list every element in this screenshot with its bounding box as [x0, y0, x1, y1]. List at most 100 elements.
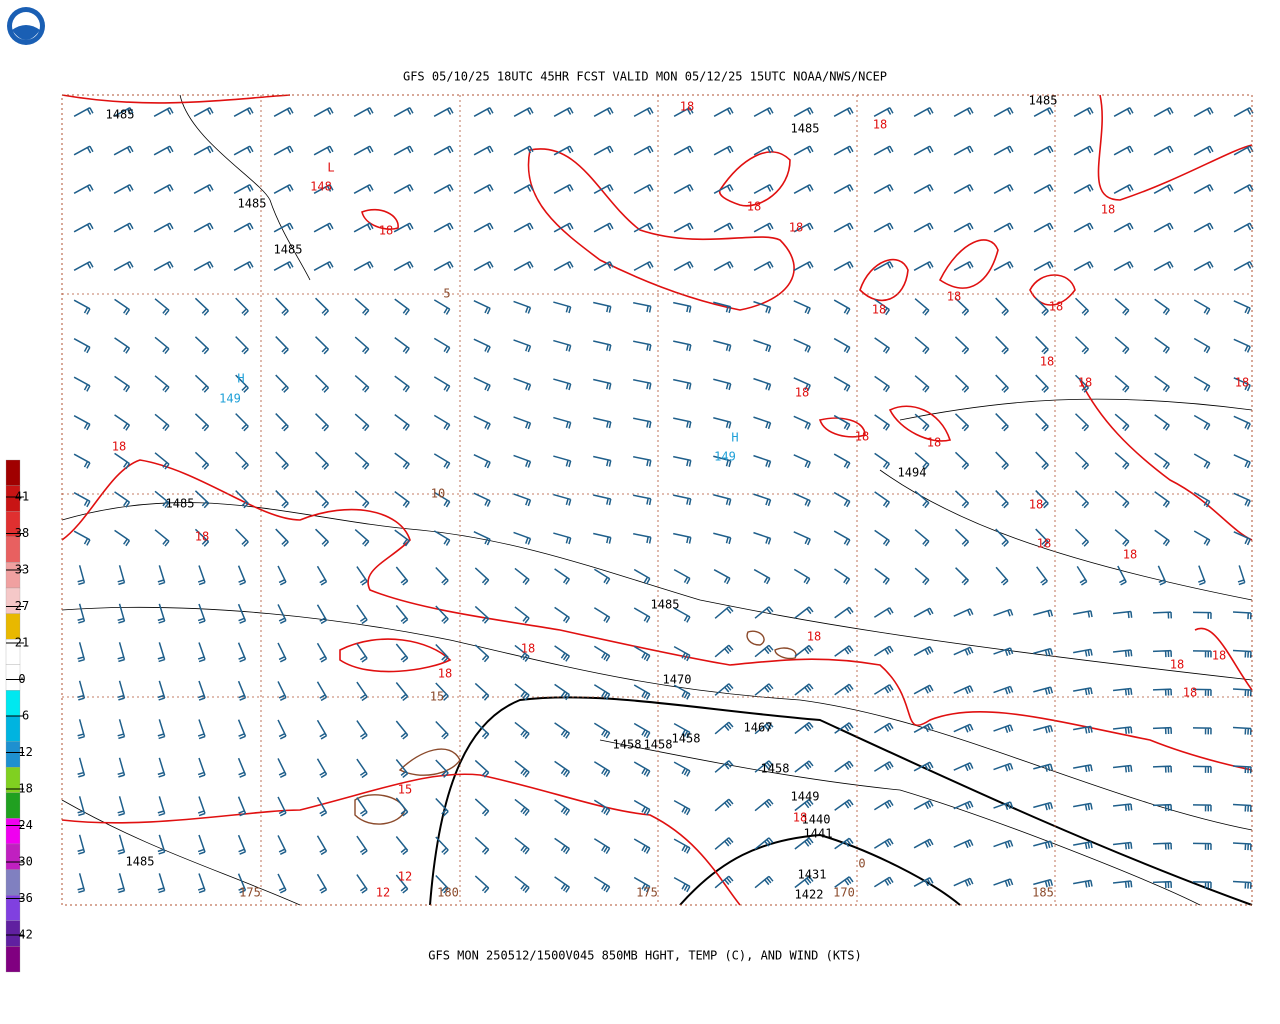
wind-barb	[1114, 375, 1130, 393]
wind-barb	[995, 528, 1009, 547]
thickness-label: 175	[239, 886, 261, 900]
wind-barb	[273, 222, 294, 233]
wind-barb	[154, 375, 170, 393]
wind-barb	[833, 222, 854, 233]
wind-barb	[1232, 803, 1252, 812]
height-label: 1458	[613, 738, 642, 752]
wind-barb	[277, 873, 287, 894]
wind-barb	[1152, 688, 1173, 696]
wind-barb	[356, 604, 368, 625]
temperature-label: 18	[795, 386, 809, 400]
wind-barb	[275, 336, 289, 355]
wind-barb	[953, 222, 974, 233]
wind-barb	[277, 758, 287, 779]
wind-barb	[1073, 687, 1093, 696]
wind-barb	[513, 454, 532, 468]
temperature-label: 18	[1183, 686, 1197, 700]
wind-barb	[553, 222, 574, 233]
center-value: 148	[310, 180, 332, 194]
wind-barb	[275, 528, 289, 547]
wind-barb	[1073, 879, 1093, 888]
wind-barb	[914, 375, 930, 393]
wind-barb	[435, 836, 449, 855]
wind-barb	[235, 297, 249, 316]
wind-barb	[1233, 222, 1254, 233]
wind-barb	[914, 298, 930, 316]
wind-barb	[913, 723, 934, 733]
wind-barb	[793, 261, 814, 271]
wind-barb	[673, 799, 691, 816]
wind-barb	[874, 452, 890, 470]
wind-barb	[1192, 650, 1212, 658]
wind-barb	[954, 490, 970, 509]
wind-barb	[993, 762, 1014, 772]
height-label: 1422	[795, 888, 824, 902]
wind-barb	[833, 414, 851, 431]
wind-barb	[713, 416, 732, 429]
color-label: -24	[11, 818, 33, 832]
height-label: 1470	[663, 673, 692, 687]
wind-barb	[993, 261, 1014, 271]
wind-barb	[157, 642, 166, 663]
temperature-label: 18	[1123, 548, 1137, 562]
wind-barb	[914, 567, 930, 586]
wind-barb	[753, 531, 772, 545]
wind-barb	[113, 145, 134, 156]
wind-barb	[435, 682, 449, 701]
wind-barb	[593, 761, 611, 778]
wind-barb	[1193, 414, 1211, 431]
wind-barb	[833, 376, 851, 392]
wind-barb	[953, 762, 974, 772]
wind-barb	[593, 532, 612, 544]
wind-barb	[275, 451, 289, 470]
wind-barb	[673, 107, 694, 117]
wind-barb	[633, 532, 652, 544]
wind-barb	[193, 107, 214, 117]
wind-barb	[593, 722, 611, 739]
wind-barb	[194, 413, 210, 432]
wind-barb	[1033, 878, 1054, 888]
wind-barb	[153, 261, 174, 271]
wind-barb	[593, 222, 614, 233]
temperature-label: 18	[1170, 658, 1184, 672]
wind-barb	[154, 452, 170, 470]
wind-barb	[433, 453, 451, 469]
wind-barb	[673, 455, 692, 467]
wind-barb	[833, 530, 851, 546]
wind-barb	[633, 455, 652, 467]
wind-barb	[593, 684, 611, 701]
wind-barb	[1193, 299, 1211, 315]
temperature-label: 18	[855, 430, 869, 444]
wind-barb	[275, 297, 289, 316]
wind-barb	[1033, 647, 1054, 657]
wind-barb	[874, 414, 890, 431]
temperature-label: 18	[747, 200, 761, 214]
wind-barb	[673, 838, 691, 854]
wind-barb	[1114, 413, 1130, 432]
wind-barb	[793, 568, 811, 585]
wind-barb	[1193, 107, 1214, 117]
wind-barb	[833, 299, 851, 315]
wind-barb	[73, 415, 91, 431]
wind-barb	[554, 876, 571, 893]
wind-barb	[673, 184, 694, 194]
wind-barb	[593, 607, 611, 624]
wind-barb	[874, 298, 890, 316]
wind-barb	[633, 722, 651, 739]
wind-barb	[713, 301, 732, 314]
wind-barb	[473, 107, 494, 117]
wind-barb	[1232, 880, 1252, 889]
wind-barb	[913, 184, 934, 194]
wind-barb	[157, 757, 166, 778]
wind-barb	[1192, 842, 1212, 850]
temperature-label: 12	[398, 870, 412, 884]
thickness-label: 175	[636, 886, 658, 900]
wind-barb	[313, 107, 334, 117]
height-label: 1485	[126, 855, 155, 869]
wind-barb	[273, 261, 294, 271]
center-value: 149	[219, 392, 241, 406]
wind-barb	[993, 107, 1014, 117]
wind-barb	[1033, 609, 1054, 618]
wind-barb	[1033, 222, 1054, 233]
wind-barb	[993, 145, 1014, 156]
